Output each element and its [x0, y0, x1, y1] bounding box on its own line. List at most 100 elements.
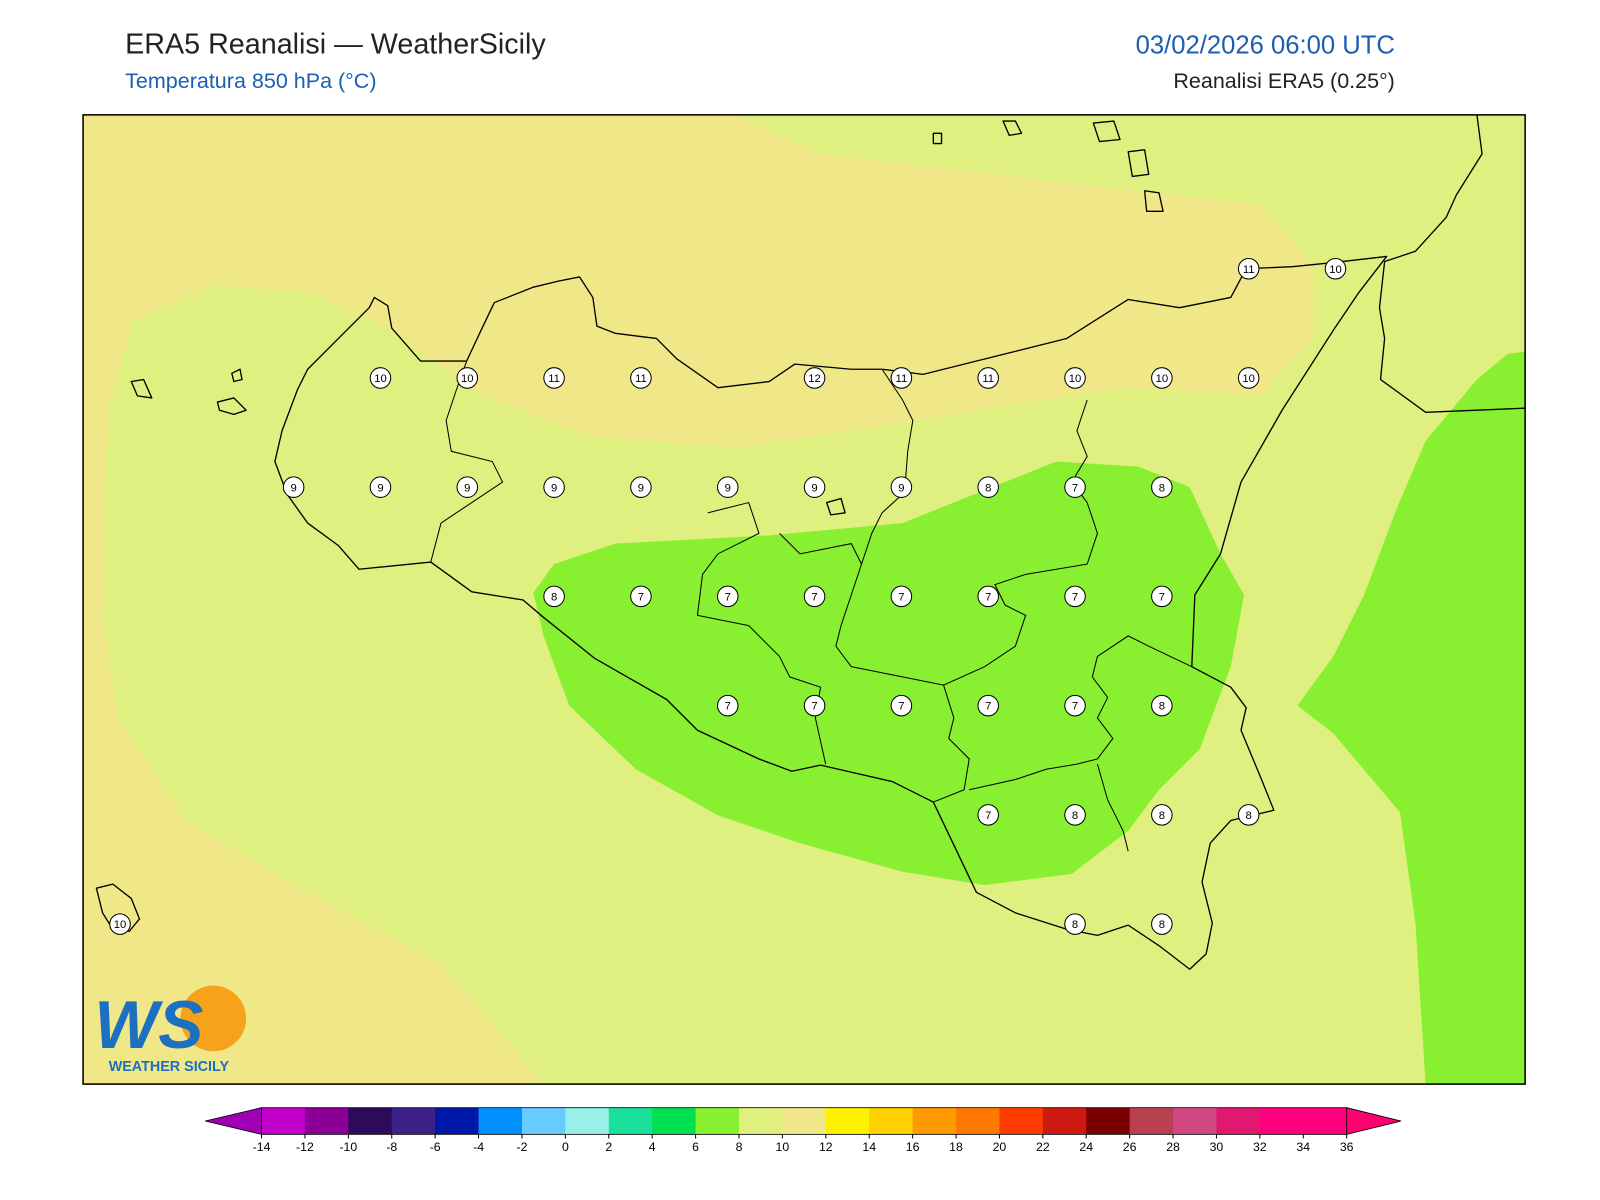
colorbar-bin — [1259, 1107, 1304, 1135]
station: 7 — [803, 694, 826, 717]
colorbar-bin — [565, 1107, 610, 1135]
colorbar-bin — [1216, 1107, 1261, 1135]
island — [1002, 120, 1023, 137]
station: 7 — [1064, 476, 1086, 498]
colorbar-bin — [912, 1107, 957, 1135]
station: 11 — [977, 367, 999, 389]
station-marker — [716, 585, 739, 608]
colorbar-tick-label: -12 — [296, 1140, 314, 1154]
station: 7 — [977, 804, 999, 826]
station-value: 7 — [811, 592, 817, 604]
station-value: 7 — [725, 701, 731, 713]
station-marker — [890, 585, 913, 608]
station: 7 — [1151, 585, 1173, 608]
province-border — [696, 501, 827, 765]
station-value: 7 — [985, 701, 991, 713]
station-marker — [630, 367, 652, 389]
station: 10 — [1237, 367, 1260, 389]
station: 11 — [630, 367, 652, 389]
station-marker — [977, 476, 999, 498]
station-marker — [630, 476, 652, 498]
station: 7 — [716, 585, 739, 608]
logo: WS WEATHER SICILY — [94, 985, 247, 1075]
station: 8 — [543, 585, 565, 608]
station-value: 7 — [898, 701, 904, 713]
colorbar-tick-label: 30 — [1210, 1140, 1224, 1154]
colorbar: -14 -12 -10 -8 -6 -4 -2 0 2 4 6 8 10 12 14 16 18 20 22 24 26… — [205, 1107, 1402, 1154]
station: 7 — [716, 694, 739, 717]
colorbar-tick-label: 32 — [1253, 1140, 1267, 1154]
colorbar-bin — [261, 1107, 306, 1135]
colorbar-tick-label: 10 — [776, 1140, 790, 1154]
colorbar-bin — [738, 1107, 783, 1135]
logo-mark: WS — [94, 988, 203, 1063]
station-marker — [890, 476, 913, 498]
station-marker — [109, 913, 131, 935]
station-marker — [1064, 913, 1086, 935]
colorbar-tick-label: -14 — [253, 1140, 271, 1154]
station: 8 — [1064, 804, 1086, 826]
colorbar-bin — [956, 1107, 1000, 1135]
station-marker — [1151, 367, 1173, 389]
station-value: 9 — [638, 482, 644, 494]
colorbar-bin — [435, 1107, 480, 1135]
colorbar-under — [205, 1107, 262, 1135]
station-marker — [1064, 694, 1086, 717]
station-value: 8 — [1072, 810, 1078, 822]
colorbar-tick-label: -4 — [473, 1140, 484, 1154]
station-marker — [282, 476, 305, 498]
station-value: 7 — [1072, 701, 1078, 713]
station: 7 — [890, 694, 913, 717]
station-value: 8 — [1072, 919, 1078, 931]
station-value: 9 — [898, 482, 904, 494]
colorbar-tick-label: 4 — [649, 1140, 656, 1154]
island — [826, 497, 846, 516]
station: 9 — [369, 476, 392, 498]
station: 8 — [1237, 804, 1260, 826]
title: ERA5 Reanalisi — WeatherSicily — [125, 28, 546, 60]
colorbar-tick-label: 36 — [1340, 1140, 1354, 1154]
station-marker — [1151, 804, 1173, 826]
sicily-coast — [274, 255, 1388, 970]
station-marker — [1064, 367, 1086, 389]
station: 11 — [890, 367, 913, 389]
colorbar-bin — [391, 1107, 436, 1135]
station-marker — [1237, 367, 1260, 389]
station-marker — [716, 694, 739, 717]
station-marker — [456, 476, 479, 498]
field-10-12 — [83, 114, 1313, 1085]
station-marker — [890, 694, 913, 717]
island — [932, 132, 943, 145]
colorbar-tick-label: 24 — [1079, 1140, 1093, 1154]
station-value: 8 — [1159, 701, 1165, 713]
colorbar-bin — [825, 1107, 870, 1135]
colorbar-tick-label: 22 — [1036, 1140, 1050, 1154]
station-marker — [803, 476, 826, 498]
colorbar-tick-label: -10 — [339, 1140, 357, 1154]
station-marker — [369, 476, 392, 498]
colorbar-bin — [478, 1107, 523, 1135]
station-value: 9 — [377, 482, 383, 494]
station-marker — [890, 367, 913, 389]
station: 8 — [1151, 804, 1173, 826]
station: 7 — [1064, 585, 1086, 608]
station: 8 — [1151, 913, 1173, 935]
island — [216, 397, 247, 416]
station-value: 11 — [548, 373, 560, 385]
station-value: 9 — [811, 482, 817, 494]
stations: 11 10 10 10 11 11 12 11 11 10 10 10 9 9 9 9 9 9 9 9 8 7 8 8 7 7 7 7… — [109, 257, 1347, 935]
source: Reanalisi ERA5 (0.25°) — [1173, 69, 1394, 93]
station-value: 7 — [1072, 592, 1078, 604]
station-value: 11 — [896, 373, 908, 385]
province-border — [430, 360, 504, 563]
station-value: 9 — [291, 482, 297, 494]
station: 9 — [803, 476, 826, 498]
station-value: 8 — [1159, 482, 1165, 494]
colorbar-bin — [1303, 1107, 1348, 1135]
station-value: 8 — [1159, 919, 1165, 931]
station-value: 7 — [1072, 482, 1078, 494]
province-border — [779, 532, 862, 565]
island — [1092, 120, 1121, 143]
station-value: 9 — [464, 482, 470, 494]
station-value: 8 — [1246, 810, 1252, 822]
